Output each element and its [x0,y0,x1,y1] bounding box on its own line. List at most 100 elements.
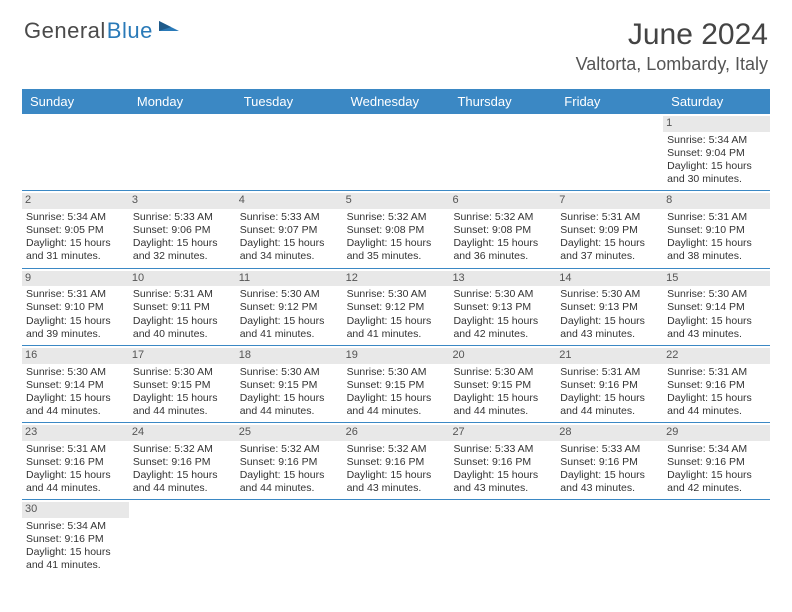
day-number: 19 [343,348,450,364]
cell-sunrise: Sunrise: 5:32 AM [133,443,232,456]
calendar-cell: 24 Sunrise: 5:32 AMSunset: 9:16 PMDayligh… [129,423,236,499]
day-header-monday: Monday [129,89,236,114]
cell-dl2: and 44 minutes. [347,405,446,418]
calendar-cell: 8Sunrise: 5:31 AMSunset: 9:10 PMDaylight… [663,191,770,267]
calendar-cell [556,114,663,190]
cell-dl1: Daylight: 15 hours [667,392,766,405]
calendar-cell [236,114,343,190]
day-header-saturday: Saturday [663,89,770,114]
day-header-wednesday: Wednesday [343,89,450,114]
day-number: 3 [129,193,236,209]
cell-sunrise: Sunrise: 5:31 AM [26,288,125,301]
cell-sunrise: Sunrise: 5:30 AM [453,366,552,379]
cell-sunrise: Sunrise: 5:30 AM [133,366,232,379]
cell-sunrise: Sunrise: 5:33 AM [453,443,552,456]
day-number: 17 [129,348,236,364]
day-number: 2 [22,193,129,209]
cell-sunset: Sunset: 9:12 PM [347,301,446,314]
cell-dl1: Daylight: 15 hours [453,237,552,250]
cell-dl1: Daylight: 15 hours [347,237,446,250]
cell-dl1: Daylight: 15 hours [347,469,446,482]
cell-dl2: and 36 minutes. [453,250,552,263]
calendar-row: 9Sunrise: 5:31 AMSunset: 9:10 PMDaylight… [22,269,770,346]
calendar-header-row: Sunday Monday Tuesday Wednesday Thursday… [22,89,770,114]
calendar-cell: 13Sunrise: 5:30 AMSunset: 9:13 PMDayligh… [449,269,556,345]
calendar-cell [663,500,770,576]
cell-dl2: and 43 minutes. [560,328,659,341]
calendar-cell: 28Sunrise: 5:33 AMSunset: 9:16 PMDayligh… [556,423,663,499]
cell-sunrise: Sunrise: 5:31 AM [133,288,232,301]
cell-sunset: Sunset: 9:15 PM [347,379,446,392]
cell-dl1: Daylight: 15 hours [26,392,125,405]
cell-dl2: and 40 minutes. [133,328,232,341]
day-header-sunday: Sunday [22,89,129,114]
cell-dl1: Daylight: 15 hours [26,546,125,559]
cell-dl1: Daylight: 15 hours [133,469,232,482]
cell-dl2: and 43 minutes. [560,482,659,495]
day-header-tuesday: Tuesday [236,89,343,114]
cell-dl2: and 41 minutes. [347,328,446,341]
day-number: 26 [343,425,450,441]
cell-dl1: Daylight: 15 hours [347,315,446,328]
day-number: 8 [663,193,770,209]
logo-text-blue: Blue [107,18,153,44]
cell-sunrise: Sunrise: 5:32 AM [347,443,446,456]
calendar-cell [449,114,556,190]
cell-dl1: Daylight: 15 hours [26,237,125,250]
day-number: 21 [556,348,663,364]
calendar: Sunday Monday Tuesday Wednesday Thursday… [22,89,770,577]
cell-sunset: Sunset: 9:13 PM [453,301,552,314]
cell-sunrise: Sunrise: 5:30 AM [453,288,552,301]
cell-dl2: and 44 minutes. [133,405,232,418]
cell-dl2: and 43 minutes. [347,482,446,495]
calendar-cell: 27Sunrise: 5:33 AMSunset: 9:16 PMDayligh… [449,423,556,499]
calendar-cell: 20Sunrise: 5:30 AMSunset: 9:15 PMDayligh… [449,346,556,422]
cell-sunset: Sunset: 9:09 PM [560,224,659,237]
cell-sunset: Sunset: 9:10 PM [26,301,125,314]
calendar-cell: 21Sunrise: 5:31 AMSunset: 9:16 PMDayligh… [556,346,663,422]
cell-sunrise: Sunrise: 5:30 AM [347,366,446,379]
day-number: 14 [556,271,663,287]
calendar-cell: 18Sunrise: 5:30 AMSunset: 9:15 PMDayligh… [236,346,343,422]
calendar-row: 30Sunrise: 5:34 AMSunset: 9:16 PMDayligh… [22,500,770,576]
cell-sunset: Sunset: 9:16 PM [26,456,125,469]
cell-sunset: Sunset: 9:04 PM [667,147,766,160]
cell-sunset: Sunset: 9:16 PM [560,379,659,392]
cell-sunset: Sunset: 9:16 PM [133,456,232,469]
cell-sunset: Sunset: 9:06 PM [133,224,232,237]
cell-dl1: Daylight: 15 hours [667,160,766,173]
calendar-row: 1Sunrise: 5:34 AMSunset: 9:04 PMDaylight… [22,114,770,191]
logo: GeneralBlue [24,18,183,44]
day-number: 22 [663,348,770,364]
logo-flag-icon [157,19,183,39]
day-number: 7 [556,193,663,209]
cell-sunset: Sunset: 9:15 PM [453,379,552,392]
calendar-body: 1Sunrise: 5:34 AMSunset: 9:04 PMDaylight… [22,114,770,577]
cell-dl2: and 44 minutes. [26,405,125,418]
cell-dl2: and 44 minutes. [560,405,659,418]
calendar-cell: 30Sunrise: 5:34 AMSunset: 9:16 PMDayligh… [22,500,129,576]
cell-sunrise: Sunrise: 5:31 AM [26,443,125,456]
cell-sunrise: Sunrise: 5:33 AM [133,211,232,224]
calendar-cell [236,500,343,576]
cell-dl1: Daylight: 15 hours [26,315,125,328]
calendar-cell [129,500,236,576]
day-number: 24 [129,425,236,441]
cell-sunset: Sunset: 9:16 PM [667,456,766,469]
cell-sunset: Sunset: 9:16 PM [240,456,339,469]
cell-sunrise: Sunrise: 5:32 AM [453,211,552,224]
cell-dl1: Daylight: 15 hours [667,315,766,328]
cell-dl1: Daylight: 15 hours [133,237,232,250]
cell-sunrise: Sunrise: 5:30 AM [347,288,446,301]
cell-dl1: Daylight: 15 hours [453,392,552,405]
cell-sunset: Sunset: 9:16 PM [667,379,766,392]
calendar-cell [449,500,556,576]
cell-dl1: Daylight: 15 hours [453,469,552,482]
calendar-cell: 29Sunrise: 5:34 AMSunset: 9:16 PMDayligh… [663,423,770,499]
calendar-cell: 19Sunrise: 5:30 AMSunset: 9:15 PMDayligh… [343,346,450,422]
cell-sunset: Sunset: 9:12 PM [240,301,339,314]
calendar-cell: 7Sunrise: 5:31 AMSunset: 9:09 PMDaylight… [556,191,663,267]
cell-sunset: Sunset: 9:05 PM [26,224,125,237]
cell-sunset: Sunset: 9:16 PM [560,456,659,469]
day-number: 23 [22,425,129,441]
